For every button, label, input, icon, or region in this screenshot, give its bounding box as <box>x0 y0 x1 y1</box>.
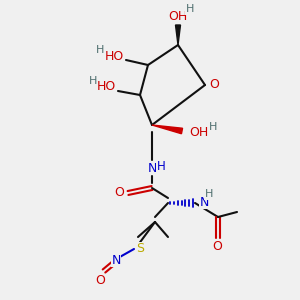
Text: H: H <box>96 45 104 55</box>
Text: H: H <box>186 4 194 14</box>
Text: H: H <box>157 160 165 173</box>
Polygon shape <box>176 25 181 45</box>
Text: H: H <box>89 76 97 86</box>
Text: N: N <box>111 254 121 266</box>
Text: OH: OH <box>168 10 188 22</box>
Text: O: O <box>95 274 105 287</box>
Text: HO: HO <box>96 80 116 94</box>
Polygon shape <box>152 125 182 134</box>
Text: S: S <box>136 242 144 256</box>
Text: O: O <box>209 79 219 92</box>
Text: H: H <box>209 122 217 132</box>
Text: HO: HO <box>104 50 124 62</box>
Text: OH: OH <box>189 127 208 140</box>
Text: O: O <box>212 239 222 253</box>
Text: H: H <box>205 189 213 199</box>
Text: O: O <box>114 187 124 200</box>
Text: N: N <box>147 161 157 175</box>
Text: N: N <box>200 196 209 208</box>
